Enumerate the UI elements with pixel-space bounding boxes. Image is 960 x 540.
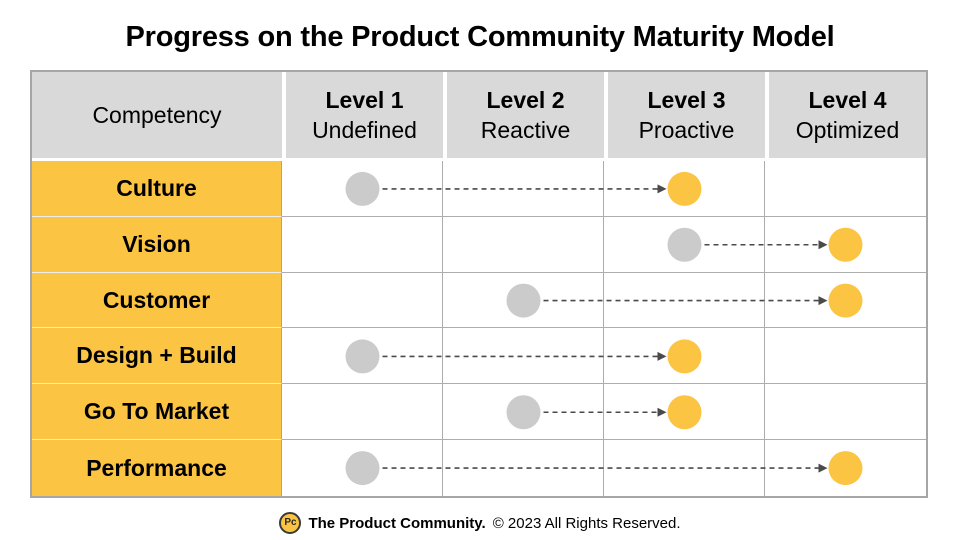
row-label-culture: Culture: [32, 161, 282, 217]
column-header-competency: Competency: [32, 72, 282, 161]
grid-cell: [282, 216, 443, 273]
level-title: Level 2: [486, 87, 565, 113]
grid-cell: [604, 440, 765, 496]
level-subtitle: Optimized: [795, 117, 900, 143]
grid-cell: [443, 216, 604, 273]
grid-cell: [443, 440, 604, 496]
column-header-level-1: Level 1 Undefined: [282, 72, 443, 161]
grid-cell: [765, 384, 926, 441]
grid-cell: [443, 272, 604, 329]
grid-cell: [443, 384, 604, 441]
row-label-design-build: Design + Build: [32, 328, 282, 385]
row-label-customer: Customer: [32, 272, 282, 329]
row-label-go-to-market: Go To Market: [32, 384, 282, 441]
page-title: Progress on the Product Community Maturi…: [125, 21, 835, 53]
column-header-level-2: Level 2 Reactive: [443, 72, 604, 161]
maturity-table: Competency Level 1 Undefined Level 2 Rea…: [30, 70, 928, 498]
grid-cell: [604, 384, 765, 441]
grid-cell: [604, 161, 765, 217]
level-subtitle: Proactive: [638, 117, 735, 143]
logo-text: Pc: [284, 517, 297, 528]
footer-brand: The Product Community.: [308, 514, 486, 532]
column-header-level-3: Level 3 Proactive: [604, 72, 765, 161]
grid-cell: [282, 384, 443, 441]
grid-cell: [282, 328, 443, 385]
footer-copyright: © 2023 All Rights Reserved.: [492, 514, 681, 532]
row-label-performance: Performance: [32, 440, 282, 496]
grid-cell: [604, 216, 765, 273]
grid-cell: [443, 161, 604, 217]
level-title: Level 1: [325, 87, 404, 113]
grid-cell: [604, 328, 765, 385]
row-label-vision: Vision: [32, 216, 282, 273]
grid-cell: [282, 161, 443, 217]
grid-cell: [604, 272, 765, 329]
grid-cell: [282, 272, 443, 329]
grid-cell: [765, 272, 926, 329]
grid-cell: [765, 328, 926, 385]
grid-cell: [443, 328, 604, 385]
grid-cell: [765, 216, 926, 273]
level-subtitle: Undefined: [312, 117, 417, 143]
level-title: Level 4: [808, 87, 887, 113]
column-header-level-4: Level 4 Optimized: [765, 72, 926, 161]
footer: Pc The Product Community. © 2023 All Rig…: [0, 512, 960, 534]
grid-cell: [765, 440, 926, 496]
level-subtitle: Reactive: [480, 117, 571, 143]
product-community-logo-icon: Pc: [279, 512, 302, 534]
grid-cell: [765, 161, 926, 217]
grid-cell: [282, 440, 443, 496]
level-title: Level 3: [647, 87, 726, 113]
